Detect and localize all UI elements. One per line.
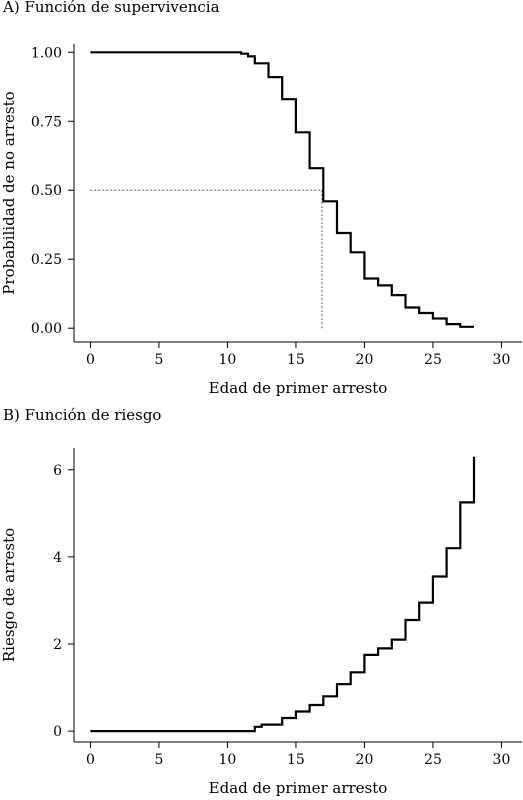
y-axis-title: Riesgo de arresto: [0, 528, 18, 662]
x-tick-label: 0: [86, 352, 95, 368]
y-tick-label: 0.50: [31, 183, 62, 199]
x-tick-label: 15: [287, 752, 305, 768]
step-line: [90, 456, 476, 733]
x-tick-label: 15: [287, 352, 305, 368]
x-tick-label: 0: [86, 752, 95, 768]
hazard-chart: 0 5 10 15 20 25 30 0 2 4 6 Edad de primer arresto Ri…: [0, 448, 522, 797]
y-tick-label: 0.00: [31, 321, 62, 337]
survival-chart: 0 5 10 15 20 25 30 0.00 0.25 0.50 0.75 1.00 Edad de …: [0, 44, 522, 397]
y-tick-label: 1.00: [31, 45, 62, 61]
y-tick-label: 2: [53, 637, 62, 653]
chart-title: A) Función de supervivencia: [3, 0, 220, 16]
x-tick-label: 5: [154, 752, 163, 768]
x-tick-label: 10: [219, 752, 237, 768]
step-line: [90, 51, 474, 328]
x-tick-label: 30: [493, 352, 511, 368]
x-tick-label: 25: [424, 352, 442, 368]
chart-title: B) Función de riesgo: [3, 406, 162, 424]
y-tick-label: 4: [53, 550, 62, 566]
hazard-chart-panel: B) Función de riesgo 0 5 10 15 20 25 30 0 2 4 6 Eda…: [0, 406, 523, 800]
y-tick-label: 0.25: [31, 252, 62, 268]
y-axis-title: Probabilidad de no arresto: [0, 91, 18, 294]
y-tick-label: 0.75: [31, 114, 62, 130]
x-tick-label: 10: [219, 352, 237, 368]
x-tick-label: 20: [356, 352, 374, 368]
x-tick-label: 25: [424, 752, 442, 768]
x-tick-label: 20: [356, 752, 374, 768]
x-axis-title: Edad de primer arresto: [209, 779, 388, 797]
y-tick-label: 6: [53, 463, 62, 479]
x-tick-label: 30: [493, 752, 511, 768]
x-axis-title: Edad de primer arresto: [209, 379, 388, 397]
x-tick-label: 5: [154, 352, 163, 368]
y-tick-label: 0: [53, 724, 62, 740]
survival-chart-panel: A) Función de supervivencia 0 5 10 15 20 25 30…: [0, 0, 522, 397]
